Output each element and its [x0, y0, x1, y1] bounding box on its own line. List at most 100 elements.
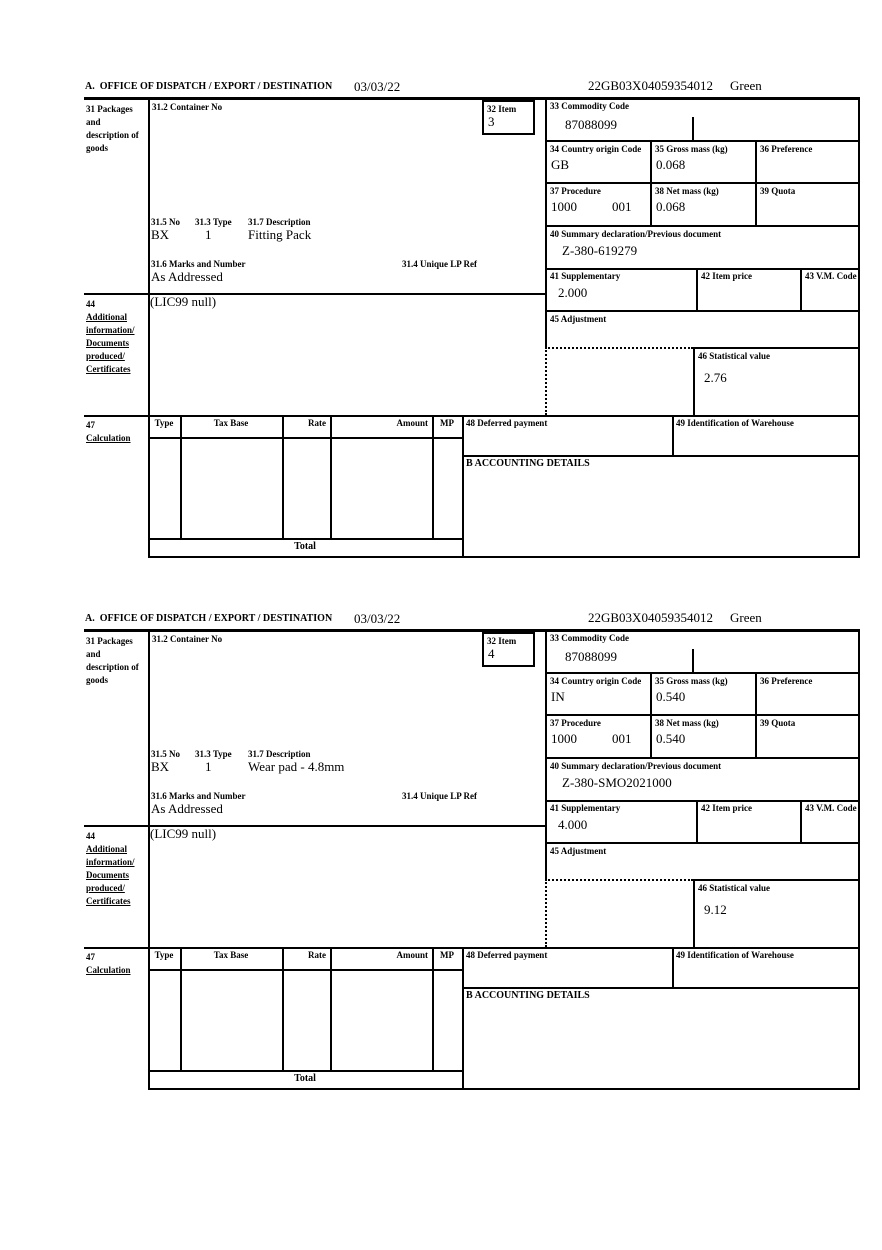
divider [84, 947, 860, 949]
goods-description-value: Wear pad - 4.8mm [248, 759, 345, 774]
divider [462, 415, 464, 558]
dotted-divider [545, 347, 693, 349]
box32-label: 32 Item [487, 104, 517, 114]
box31-7-label: 31.7 Description [248, 217, 311, 227]
box31-2-label: 31.2 Container No [152, 634, 223, 644]
divider [148, 629, 150, 1090]
dispatch-date: 03/03/22 [354, 611, 401, 626]
divider [755, 672, 757, 757]
divider [180, 947, 182, 1070]
divider [545, 268, 860, 270]
divider [84, 97, 860, 100]
divider [545, 757, 860, 759]
box44-label-line: information/ [86, 857, 135, 867]
box31-5-label: 31.5 No [151, 749, 180, 759]
mrn-number: 22GB03X04059354012 [588, 610, 713, 625]
box49-label: 49 Identification of Warehouse [676, 418, 794, 428]
box31-4-label: 31.4 Unique LP Ref [402, 259, 478, 269]
box32-item-box: 32 Item 3 [482, 100, 535, 135]
divider [330, 947, 332, 1070]
box37-label: 37 Procedure [550, 718, 601, 728]
box40-label: 40 Summary declaration/Previous document [550, 229, 722, 239]
box34-label: 34 Country origin Code [550, 676, 642, 686]
col-header-mp: MP [440, 950, 454, 960]
box33-label: 33 Commodity Code [550, 633, 629, 643]
package-type-value: 1 [205, 759, 212, 774]
dotted-divider [545, 879, 547, 947]
commodity-code-value: 87088099 [565, 117, 617, 132]
total-label: Total [294, 541, 316, 552]
package-no-value: BX [151, 759, 170, 774]
box44-number: 44 [86, 831, 95, 841]
routing-status: Green [730, 610, 762, 625]
box43-label: 43 V.M. Code [805, 803, 857, 813]
box36-label: 36 Preference [760, 144, 813, 154]
divider [84, 415, 860, 417]
additional-information-value: (LIC99 null) [150, 826, 217, 841]
col-header-type: Type [154, 418, 174, 428]
divider [148, 97, 150, 558]
box45-label: 45 Adjustment [550, 314, 607, 324]
divider [148, 556, 860, 558]
divider [148, 437, 464, 439]
declaration-item-block: A. OFFICE OF DISPATCH / EXPORT / DESTINA… [84, 610, 862, 1091]
box41-label: 41 Supplementary [550, 271, 621, 281]
divider [800, 800, 802, 842]
package-no-value: BX [151, 227, 170, 242]
routing-status: Green [730, 78, 762, 93]
divider [545, 800, 860, 802]
box32-item-box: 32 Item 4 [482, 632, 535, 667]
gross-mass-value: 0.540 [656, 689, 686, 704]
box31-2-label: 31.2 Container No [152, 102, 223, 112]
box41-label: 41 Supplementary [550, 803, 621, 813]
divider [84, 825, 547, 827]
box33-label: 33 Commodity Code [550, 101, 629, 111]
box45-label: 45 Adjustment [550, 846, 607, 856]
net-mass-value: 0.540 [656, 731, 686, 746]
box31-label: 31 Packages and description of goods [86, 104, 139, 153]
package-type-value: 1 [205, 227, 212, 242]
mrn-number: 22GB03X04059354012 [588, 78, 713, 93]
divider [462, 455, 860, 457]
divider [545, 97, 547, 347]
col-header-rate: Rate [308, 950, 326, 960]
divider [858, 97, 860, 558]
divider [545, 310, 860, 312]
box44-label: 44 Additional information/ Documents pro… [86, 298, 146, 376]
box39-label: 39 Quota [760, 718, 796, 728]
country-origin-value: IN [551, 689, 565, 704]
divider [462, 987, 860, 989]
divider [545, 842, 860, 844]
dotted-divider [545, 879, 693, 881]
divider [84, 629, 860, 632]
box35-label: 35 Gross mass (kg) [655, 676, 728, 686]
divider [282, 415, 284, 538]
box44-label: 44 Additional information/ Documents pro… [86, 830, 146, 908]
divider [672, 947, 674, 987]
procedure-extra-value: 001 [612, 199, 632, 214]
box47-label: 47 Calculation [86, 419, 146, 445]
col-header-type: Type [154, 950, 174, 960]
divider [148, 538, 464, 540]
box44-label-line: Documents [86, 870, 129, 880]
box47-label-word: Calculation [86, 965, 131, 975]
box31-3-label: 31.3 Type [195, 217, 232, 227]
box31-label: 31 Packages and description of goods [86, 636, 139, 685]
item-number-value: 3 [488, 114, 495, 129]
divider [545, 225, 860, 227]
box44-label-line: Certificates [86, 364, 131, 374]
divider [282, 947, 284, 1070]
box36-label: 36 Preference [760, 676, 813, 686]
box38-label: 38 Net mass (kg) [655, 186, 719, 196]
supplementary-value: 4.000 [558, 817, 588, 832]
divider [180, 415, 182, 538]
procedure-value: 1000 [551, 199, 577, 214]
box44-number: 44 [86, 299, 95, 309]
commodity-code-field-tick [692, 649, 694, 672]
item-number-value: 4 [488, 646, 495, 661]
supplementary-value: 2.000 [558, 285, 588, 300]
divider [800, 268, 802, 310]
box48-label: 48 Deferred payment [466, 950, 548, 960]
divider [148, 969, 464, 971]
col-header-mp: MP [440, 418, 454, 428]
